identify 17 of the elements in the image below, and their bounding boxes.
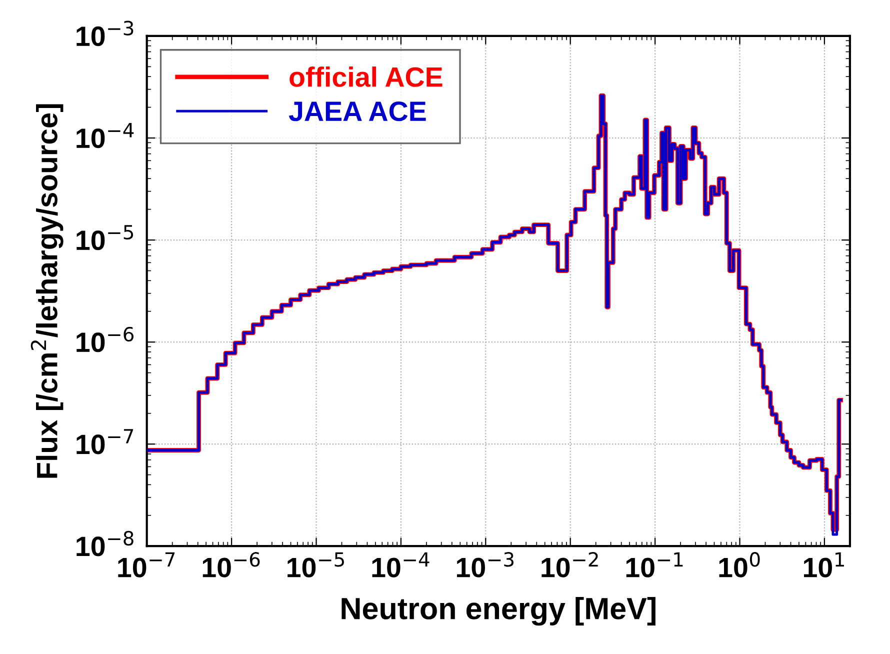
y-tick-label: 10$^{−7}$ <box>76 429 134 454</box>
x-tick-label: 10$^{0}$ <box>719 552 760 578</box>
x-tick-label: 10$^{−3}$ <box>456 552 514 578</box>
x-tick-label: 10$^{−6}$ <box>202 552 260 578</box>
x-tick-label: 10$^{−5}$ <box>288 552 344 578</box>
x-axis-title: Neutron energy [MeV] <box>342 596 656 626</box>
x-tick-label: 10$^{−2}$ <box>542 552 598 578</box>
x-tick-label: 10$^{1}$ <box>804 552 844 578</box>
y-tick-label: 10$^{−4}$ <box>76 123 134 148</box>
y-tick-label: 10$^{−6}$ <box>76 326 134 352</box>
legend-label: official ACE <box>290 66 442 87</box>
legend-label: JAEA ACE <box>288 101 426 122</box>
x-tick-label: 10$^{−1}$ <box>626 552 683 578</box>
y-axis-title: Flux [/cm$^{2}$/lethargy/source] <box>30 104 64 478</box>
y-tick-label: 10$^{−5}$ <box>76 225 134 250</box>
y-tick-label: 10$^{−3}$ <box>76 20 134 46</box>
x-tick-label: 10$^{−4}$ <box>372 552 430 578</box>
